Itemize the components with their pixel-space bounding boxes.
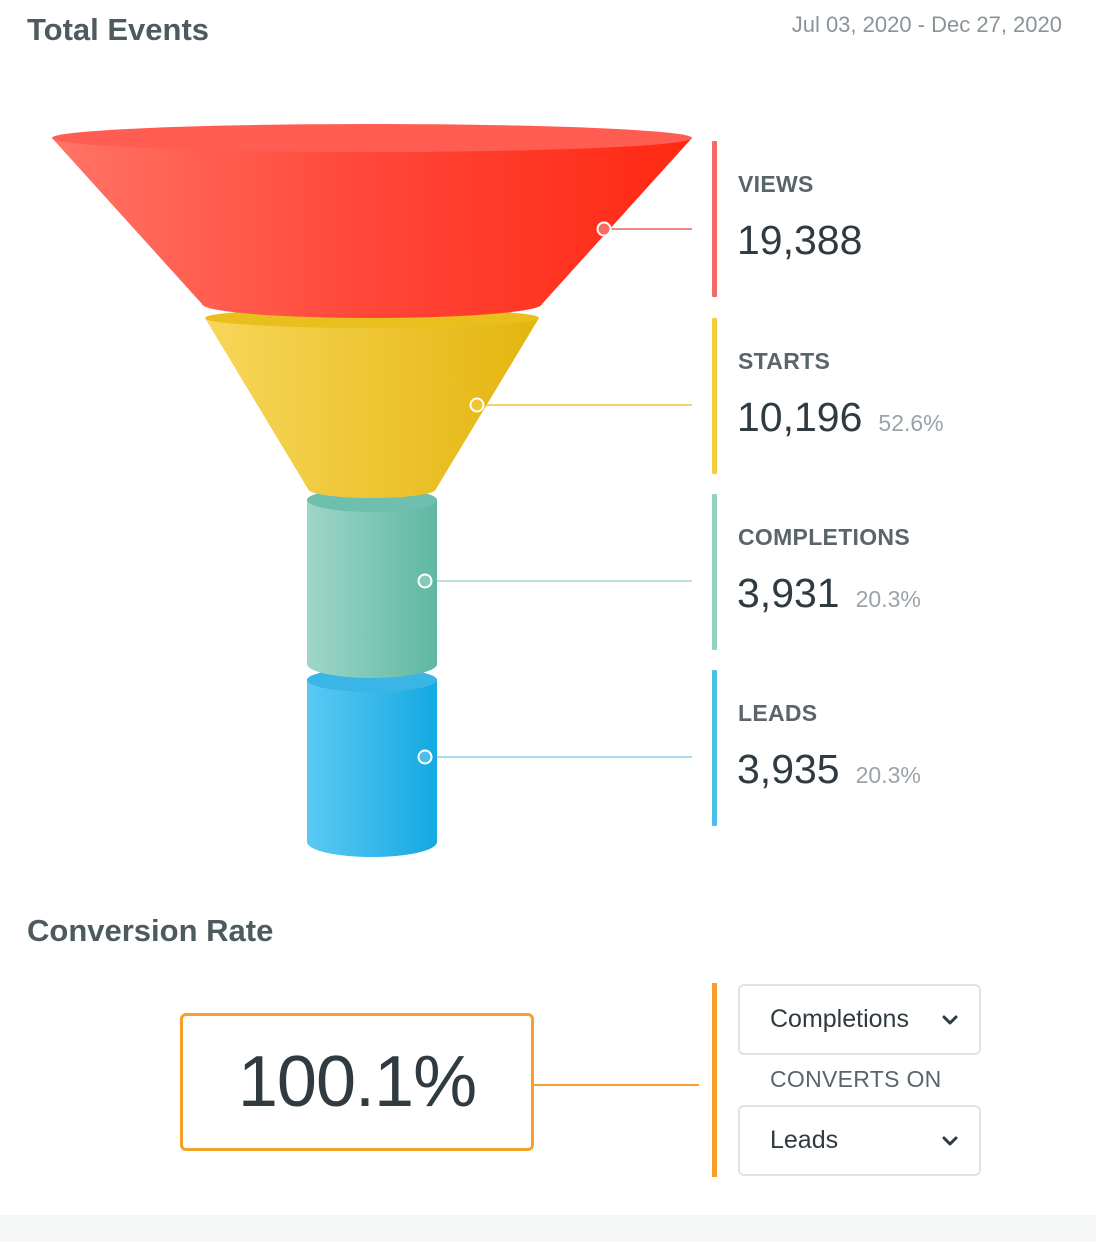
funnel-chart [52,124,692,857]
stat-label-completions: COMPLETIONS [738,524,910,550]
total-events-title: Total Events [27,12,210,47]
stat-bar-completions [712,494,717,650]
stat-label-views: VIEWS [738,171,814,197]
bottom-strip [0,1215,1096,1242]
stat-completions: COMPLETIONS 3,931 20.3% [712,494,1042,650]
stat-starts: STARTS 10,196 52.6% [712,318,1042,474]
conversion-from-value: Completions [770,1005,909,1033]
stat-bar-leads [712,670,717,826]
stat-number-completions: 3,931 [737,570,840,616]
stat-leads: LEADS 3,935 20.3% [712,670,1042,826]
conversion-to-value: Leads [770,1126,839,1154]
stage-dot-leads [417,749,433,765]
conversion-accent-bar [712,983,717,1177]
conversion-connector [534,1084,699,1086]
stat-value-views: 19,388 [737,217,862,264]
stat-label-leads: LEADS [738,700,818,726]
stat-percent-starts: 52.6% [878,410,944,436]
stat-bar-views [712,141,717,297]
chevron-down-icon [942,1015,958,1024]
stage-dot-views [596,221,612,237]
stat-percent-leads: 20.3% [855,762,921,788]
stat-views: VIEWS 19,388 [712,141,1042,297]
stage-dot-completions [417,573,433,589]
conversion-rate-value: 100.1% [180,1013,534,1151]
stat-percent-completions: 20.3% [855,586,921,612]
stage-dot-starts [469,397,485,413]
funnel-stage-starts [205,308,539,498]
stat-value-completions: 3,931 20.3% [737,570,921,617]
funnel-stage-views [52,124,692,318]
stat-number-views: 19,388 [737,217,863,263]
stat-label-starts: STARTS [738,348,831,374]
stat-number-starts: 10,196 [737,394,863,440]
conversion-from-select[interactable]: Completions [738,984,981,1055]
funnel-stage-completions [307,488,437,678]
funnel-stage-leads [307,668,437,857]
stat-bar-starts [712,318,717,474]
conversion-to-select[interactable]: Leads [738,1105,981,1176]
stat-value-leads: 3,935 20.3% [737,746,921,793]
converts-on-label: CONVERTS ON [770,1066,942,1092]
chevron-down-icon [942,1136,958,1145]
stat-number-leads: 3,935 [737,746,840,792]
date-range[interactable]: Jul 03, 2020 - Dec 27, 2020 [791,12,1062,37]
stat-value-starts: 10,196 52.6% [737,394,944,441]
conversion-rate-title: Conversion Rate [27,913,274,948]
